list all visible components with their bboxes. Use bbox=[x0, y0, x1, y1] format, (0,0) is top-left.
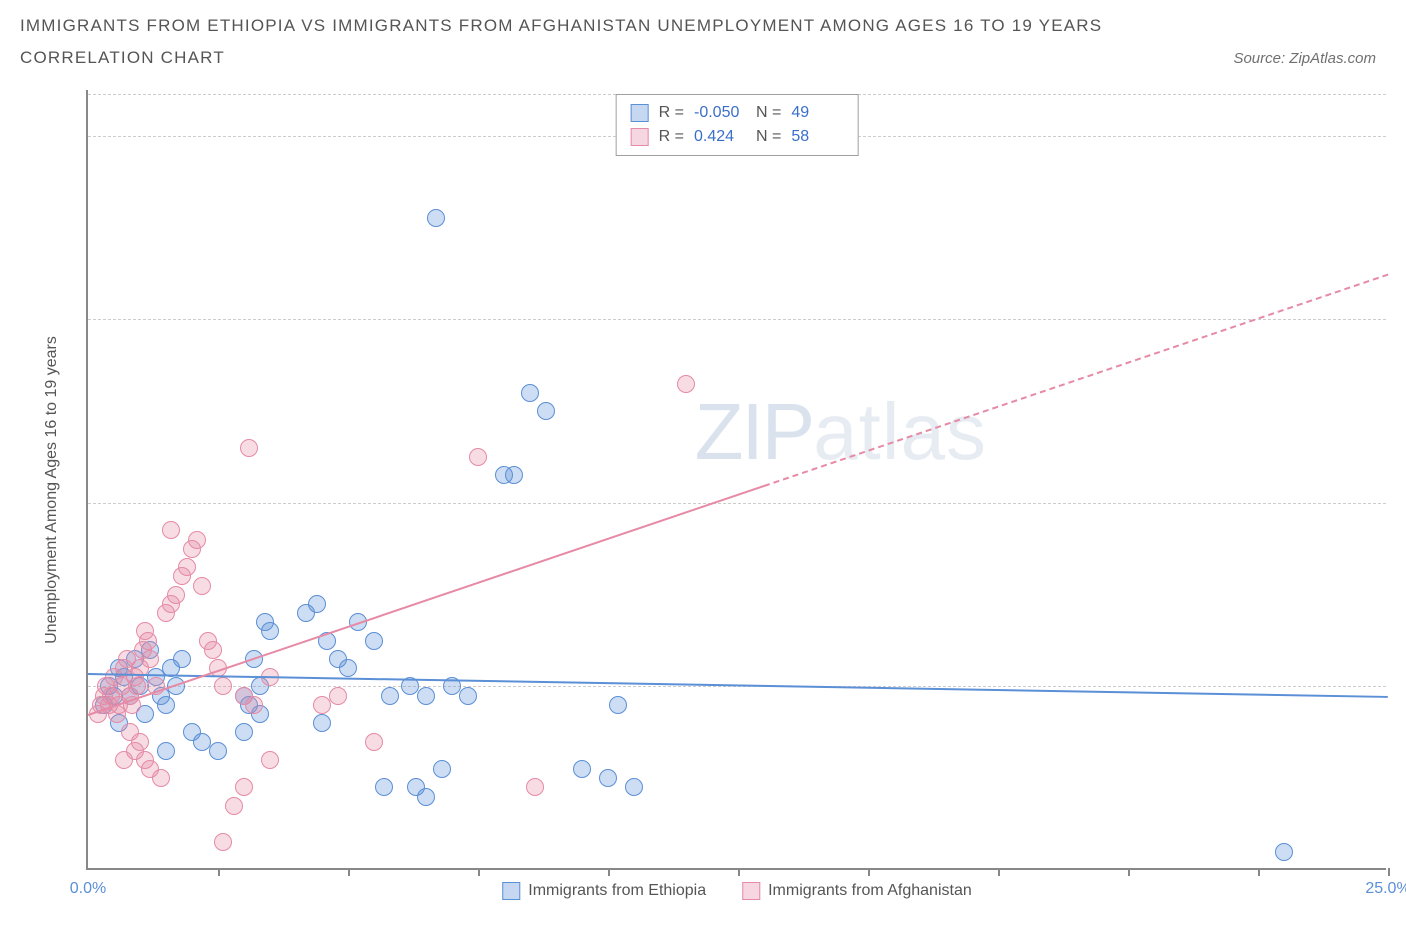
gridline bbox=[88, 686, 1386, 687]
chart-title-line2: CORRELATION CHART bbox=[20, 48, 225, 68]
scatter-point bbox=[381, 687, 399, 705]
legend-top: R = -0.050 N = 49 R = 0.424 N = 58 bbox=[616, 94, 859, 156]
scatter-point bbox=[128, 677, 146, 695]
scatter-point bbox=[365, 632, 383, 650]
legend-swatch bbox=[502, 882, 520, 900]
legend-bottom-item: Immigrants from Ethiopia bbox=[502, 882, 706, 900]
scatter-point bbox=[521, 384, 539, 402]
n-label: N = bbox=[756, 101, 781, 125]
r-value: 0.424 bbox=[694, 125, 746, 149]
x-tick bbox=[478, 868, 480, 876]
plot-region: ZIPatlas R =-0.050N =49R =0.424N =58 Imm… bbox=[86, 90, 1386, 870]
r-label: R = bbox=[659, 101, 684, 125]
x-tick bbox=[1388, 868, 1390, 876]
scatter-point bbox=[235, 778, 253, 796]
scatter-point bbox=[599, 769, 617, 787]
scatter-point bbox=[365, 733, 383, 751]
scatter-point bbox=[625, 778, 643, 796]
y-tick-label: 80.0% bbox=[1396, 127, 1406, 145]
scatter-point bbox=[141, 650, 159, 668]
y-tick-label: 40.0% bbox=[1396, 494, 1406, 512]
x-tick bbox=[868, 868, 870, 876]
scatter-point bbox=[157, 696, 175, 714]
chart-area: Unemployment Among Ages 16 to 19 years Z… bbox=[62, 90, 1392, 890]
scatter-point bbox=[245, 696, 263, 714]
scatter-point bbox=[417, 788, 435, 806]
scatter-point bbox=[505, 466, 523, 484]
scatter-point bbox=[375, 778, 393, 796]
x-tick bbox=[348, 868, 350, 876]
scatter-point bbox=[225, 797, 243, 815]
trend-line bbox=[88, 673, 1388, 698]
gridline bbox=[88, 503, 1386, 504]
n-value: 58 bbox=[791, 125, 843, 149]
legend-swatch bbox=[742, 882, 760, 900]
scatter-point bbox=[178, 558, 196, 576]
x-tick bbox=[998, 868, 1000, 876]
n-label: N = bbox=[756, 125, 781, 149]
scatter-point bbox=[240, 439, 258, 457]
scatter-point bbox=[157, 742, 175, 760]
trend-line bbox=[88, 485, 765, 716]
scatter-point bbox=[526, 778, 544, 796]
scatter-point bbox=[152, 769, 170, 787]
scatter-point bbox=[235, 723, 253, 741]
r-value: -0.050 bbox=[694, 101, 746, 125]
scatter-point bbox=[677, 375, 695, 393]
scatter-point bbox=[339, 659, 357, 677]
legend-top-row: R = 0.424 N = 58 bbox=[631, 125, 844, 149]
legend-swatch bbox=[631, 128, 649, 146]
scatter-point bbox=[162, 521, 180, 539]
scatter-point bbox=[167, 586, 185, 604]
scatter-point bbox=[214, 677, 232, 695]
y-tick-label: 20.0% bbox=[1396, 677, 1406, 695]
scatter-point bbox=[433, 760, 451, 778]
n-value: 49 bbox=[791, 101, 843, 125]
x-tick bbox=[1128, 868, 1130, 876]
scatter-point bbox=[1275, 843, 1293, 861]
legend-swatch bbox=[631, 104, 649, 122]
scatter-point bbox=[121, 723, 139, 741]
legend-top-row: R = -0.050 N = 49 bbox=[631, 101, 844, 125]
x-tick bbox=[738, 868, 740, 876]
scatter-point bbox=[261, 751, 279, 769]
scatter-point bbox=[329, 687, 347, 705]
gridline bbox=[88, 319, 1386, 320]
legend-bottom: Immigrants from Ethiopia Immigrants from … bbox=[502, 882, 971, 900]
x-tick bbox=[608, 868, 610, 876]
trend-line bbox=[764, 274, 1389, 487]
scatter-point bbox=[173, 650, 191, 668]
legend-bottom-item: Immigrants from Afghanistan bbox=[742, 882, 972, 900]
scatter-point bbox=[469, 448, 487, 466]
x-tick bbox=[218, 868, 220, 876]
r-label: R = bbox=[659, 125, 684, 149]
scatter-point bbox=[417, 687, 435, 705]
y-tick-label: 60.0% bbox=[1396, 310, 1406, 328]
chart-header: IMMIGRANTS FROM ETHIOPIA VS IMMIGRANTS F… bbox=[0, 0, 1406, 68]
scatter-point bbox=[427, 209, 445, 227]
source-attribution: Source: ZipAtlas.com bbox=[1233, 50, 1386, 67]
scatter-point bbox=[139, 632, 157, 650]
scatter-point bbox=[313, 714, 331, 732]
scatter-point bbox=[308, 595, 326, 613]
legend-label: Immigrants from Ethiopia bbox=[528, 882, 706, 900]
watermark: ZIPatlas bbox=[695, 386, 987, 478]
scatter-point bbox=[193, 577, 211, 595]
scatter-point bbox=[115, 751, 133, 769]
y-axis-label: Unemployment Among Ages 16 to 19 years bbox=[43, 336, 61, 644]
scatter-point bbox=[209, 742, 227, 760]
scatter-point bbox=[188, 531, 206, 549]
scatter-point bbox=[537, 402, 555, 420]
chart-title-line1: IMMIGRANTS FROM ETHIOPIA VS IMMIGRANTS F… bbox=[20, 16, 1386, 36]
x-tick bbox=[1258, 868, 1260, 876]
x-tick-label: 0.0% bbox=[70, 880, 106, 898]
scatter-point bbox=[204, 641, 222, 659]
scatter-point bbox=[573, 760, 591, 778]
scatter-point bbox=[261, 622, 279, 640]
scatter-point bbox=[459, 687, 477, 705]
legend-label: Immigrants from Afghanistan bbox=[768, 882, 972, 900]
scatter-point bbox=[609, 696, 627, 714]
scatter-point bbox=[214, 833, 232, 851]
x-tick-label: 25.0% bbox=[1365, 880, 1406, 898]
